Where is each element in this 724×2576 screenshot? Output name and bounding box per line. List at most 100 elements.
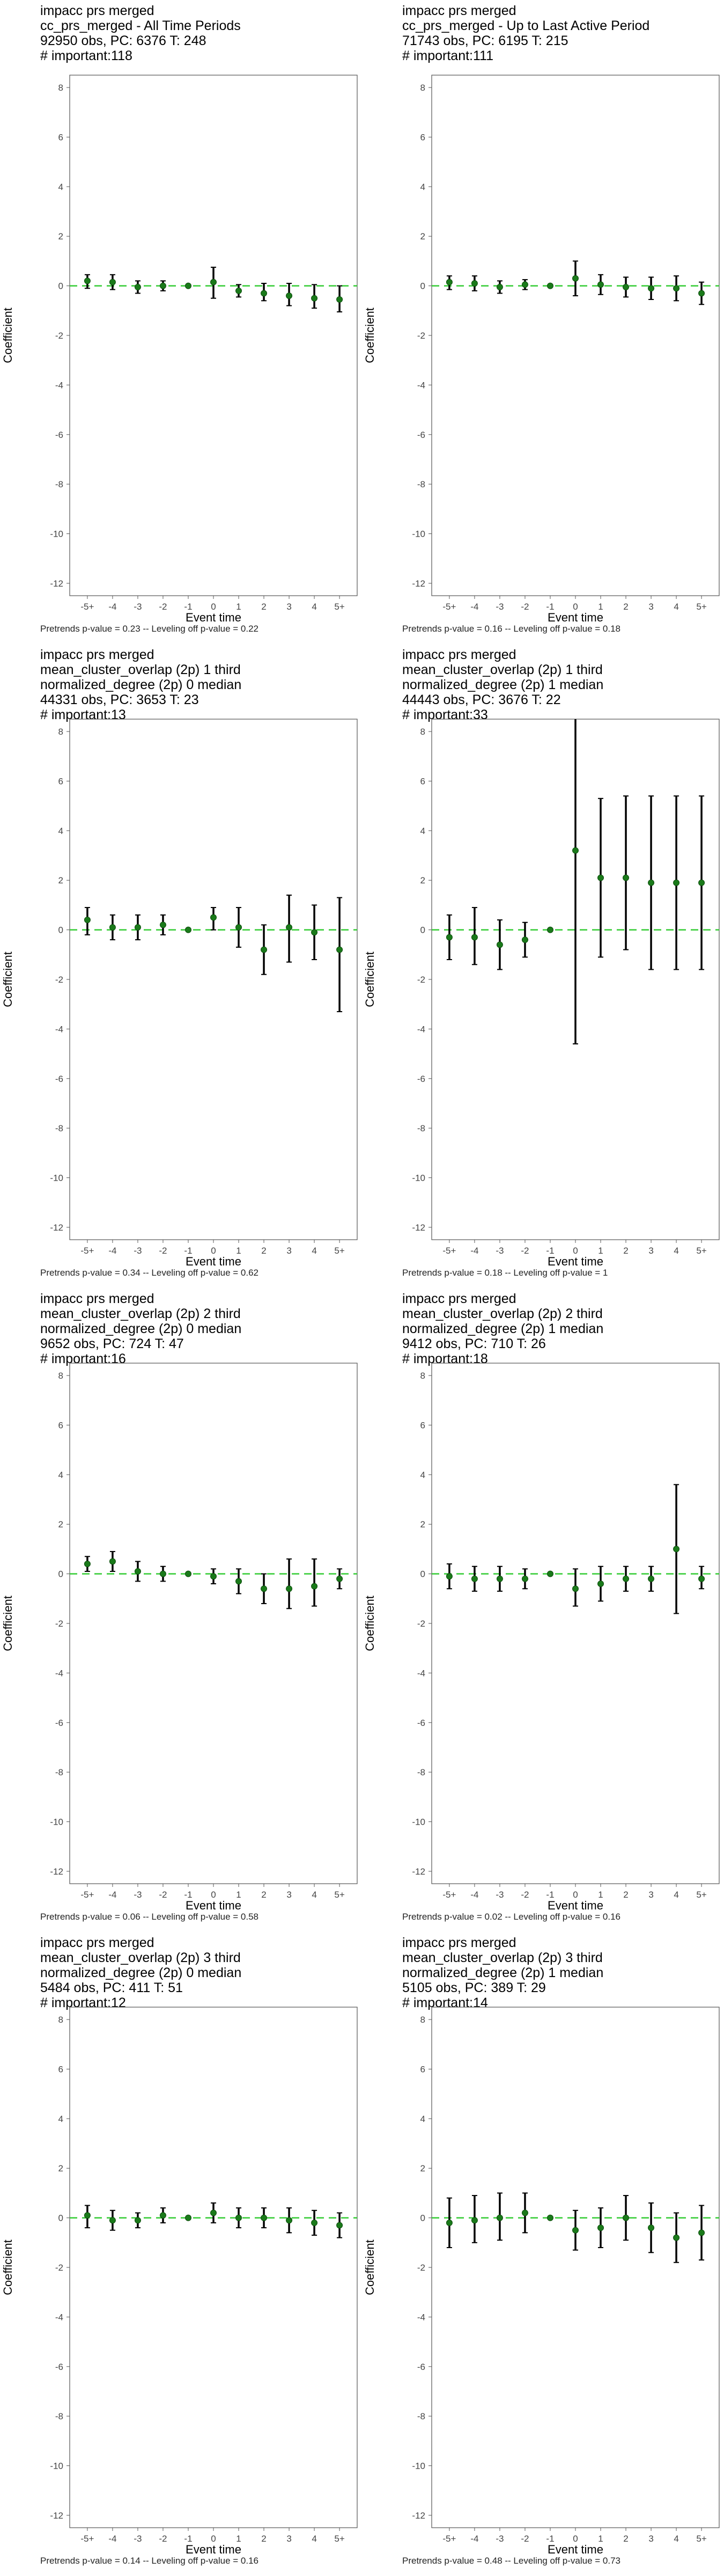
y-tick-label: 0 [58, 1569, 63, 1579]
y-axis-title: Coefficient [1, 2240, 14, 2295]
point-estimate [109, 924, 116, 931]
x-tick-label: -1 [546, 1890, 554, 1900]
x-tick-label: -2 [159, 1246, 167, 1256]
point-estimate [572, 847, 579, 854]
y-tick-label: -2 [417, 331, 425, 341]
point-estimate [597, 281, 604, 288]
y-tick-label: 8 [420, 2015, 425, 2025]
point-estimate [673, 285, 680, 292]
y-tick-label: -2 [55, 331, 63, 341]
y-tick-label: 8 [58, 1371, 63, 1381]
x-axis-title: Event time [548, 1899, 603, 1912]
point-estimate [84, 277, 91, 284]
point-estimate [623, 2214, 630, 2221]
y-tick-label: 6 [58, 2064, 63, 2074]
x-tick-label: -2 [521, 1890, 529, 1900]
point-estimate [546, 282, 553, 289]
chart-title-line: normalized_degree (2p) 1 median [402, 1321, 604, 1336]
y-tick-label: -4 [417, 2312, 425, 2322]
p-value-caption: Pretrends p-value = 0.06 -- Leveling off… [40, 1912, 258, 1922]
x-tick-label: 0 [573, 1246, 578, 1256]
y-tick-label: -2 [55, 1619, 63, 1629]
x-tick-label: 1 [236, 1246, 241, 1256]
y-tick-label: -6 [55, 1074, 63, 1084]
y-tick-label: -10 [412, 529, 425, 539]
plot-frame [69, 2007, 358, 2528]
chart-title-line: 5105 obs, PC: 389 T: 29 [402, 1980, 546, 1995]
y-tick-label: -12 [50, 1867, 63, 1877]
plot-frame [69, 75, 358, 596]
x-tick-label: 5+ [696, 602, 706, 612]
x-tick-label: -1 [546, 602, 554, 612]
x-axis-title: Event time [186, 1255, 241, 1268]
p-value-caption: Pretrends p-value = 0.16 -- Leveling off… [402, 624, 620, 634]
x-tick-label: -2 [521, 1246, 529, 1256]
point-estimate [109, 1558, 116, 1565]
point-estimate [496, 1575, 503, 1582]
y-tick-label: -4 [55, 1668, 63, 1678]
point-estimate [446, 279, 453, 286]
chart-title-line: normalized_degree (2p) 0 median [40, 1321, 242, 1336]
y-tick-label: 2 [58, 2163, 63, 2174]
chart-title: impacc prs merged mean_cluster_overlap (2… [40, 647, 241, 722]
chart-title: impacc prs merged cc_prs_merged - Up to L… [402, 3, 649, 63]
x-tick-label: 0 [211, 2534, 216, 2544]
chart-title-line: # important:33 [402, 707, 488, 722]
point-estimate [597, 1580, 604, 1587]
y-tick-label: 6 [420, 1420, 425, 1430]
y-tick-label: 2 [58, 875, 63, 885]
point-estimate [84, 917, 91, 924]
x-tick-label: 2 [623, 2534, 628, 2544]
point-estimate [471, 2217, 478, 2224]
x-tick-label: 4 [674, 1246, 678, 1256]
p-value-caption: Pretrends p-value = 0.14 -- Leveling off… [40, 2556, 258, 2566]
point-estimate [235, 924, 242, 931]
point-estimate [159, 921, 166, 928]
p-value-caption: Pretrends p-value = 0.48 -- Leveling off… [402, 2556, 620, 2566]
point-estimate [597, 2224, 604, 2231]
y-tick-label: -12 [50, 1223, 63, 1233]
point-estimate [159, 2212, 166, 2219]
x-tick-label: -1 [546, 2534, 554, 2544]
point-estimate [546, 926, 553, 933]
chart-title-line: 92950 obs, PC: 6376 T: 248 [40, 33, 206, 48]
chart-title-line: # important:118 [40, 48, 132, 63]
chart-title-line: mean_cluster_overlap (2p) 2 third [40, 1306, 241, 1321]
y-tick-label: 8 [58, 2015, 63, 2025]
point-estimate [572, 2227, 579, 2234]
point-estimate [311, 2219, 318, 2226]
y-tick-label: -8 [55, 2411, 63, 2421]
point-estimate [261, 1585, 268, 1592]
point-estimate [235, 2214, 242, 2221]
point-estimate [109, 2217, 116, 2224]
x-tick-label: -2 [159, 1890, 167, 1900]
point-estimate [134, 1568, 141, 1575]
y-tick-label: -6 [55, 1718, 63, 1728]
x-axis-title: Event time [548, 611, 603, 624]
chart-title-line: impacc prs merged [402, 1935, 516, 1950]
chart-title-line: impacc prs merged [402, 3, 516, 18]
point-estimate [521, 281, 528, 288]
chart-title-line: mean_cluster_overlap (2p) 3 third [40, 1950, 241, 1965]
y-tick-label: 4 [58, 2114, 63, 2124]
y-tick-label: -12 [412, 1867, 425, 1877]
x-tick-label: -1 [184, 2534, 192, 2544]
x-tick-label: -3 [134, 1246, 142, 1256]
y-tick-label: -10 [412, 1173, 425, 1183]
point-estimate [134, 924, 141, 931]
x-tick-label: -1 [184, 1890, 192, 1900]
p-value-caption: Pretrends p-value = 0.23 -- Leveling off… [40, 624, 258, 634]
x-tick-label: 3 [648, 1246, 653, 1256]
x-tick-label: -3 [134, 602, 142, 612]
y-tick-label: 6 [420, 776, 425, 786]
chart-title-line: # important:18 [402, 1351, 488, 1366]
y-tick-label: 0 [420, 925, 425, 935]
x-tick-label: -4 [108, 1890, 116, 1900]
y-tick-label: -6 [417, 2362, 425, 2372]
chart-title-line: impacc prs merged [402, 647, 516, 662]
point-estimate [109, 279, 116, 286]
point-estimate [698, 2229, 705, 2236]
